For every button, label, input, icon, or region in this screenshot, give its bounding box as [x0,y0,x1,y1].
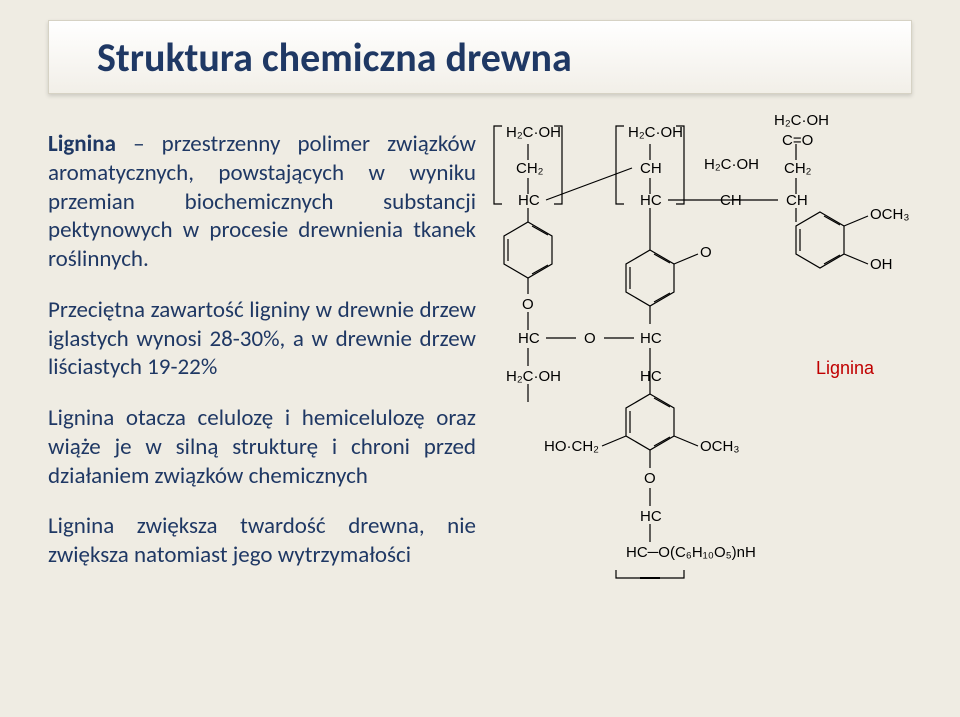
lbl-hc-oc: HC─O(C₆H₁₀O₅)nH [626,544,756,561]
lbl-h2coh-2: H₂C·OH [628,124,683,141]
lbl-ch2-1: CH₂ [516,160,544,177]
paragraph-2: Przeciętna zawartość ligniny w drewnie d… [48,296,476,382]
lbl-hc-1: HC [518,192,540,209]
lbl-hc-6: HC [640,508,662,525]
p1-lead: Lignina [48,130,116,158]
lbl-ho-ch2: HO·CH₂ [544,438,599,455]
body-text: Lignina – przestrzenny polimer związków … [48,130,476,592]
lbl-ch2-2: CH₂ [784,160,812,177]
lbl-ch-1: CH [640,160,662,177]
lbl-hc-2: HC [640,192,662,209]
lbl-o-2: O [700,244,712,261]
lignina-caption: Lignina [816,358,874,379]
paragraph-1: Lignina – przestrzenny polimer związków … [48,130,476,274]
title-box: Struktura chemiczna drewna [48,20,912,94]
lignin-structure-diagram: H₂C·OH CH₂ HC H₂C·OH CH HC H₂C·OH C=O CH… [476,112,936,692]
lbl-ch-3: CH [720,192,742,209]
lbl-o-3: O [584,330,596,347]
lbl-h2coh-1: H₂C·OH [506,124,561,141]
lbl-o-4: O [644,470,656,487]
chem-structure-svg [476,112,936,692]
lbl-hc-4: HC [640,330,662,347]
page-title: Struktura chemiczna drewna [97,33,572,82]
lbl-och3-1: OCH₃ [870,206,909,223]
lbl-hc-5: HC [640,368,662,385]
lbl-co: C=O [782,132,813,149]
lbl-h2coh-5: H₂C·OH [506,368,561,385]
lbl-ch-2: CH [786,192,808,209]
lbl-oh: OH [870,256,893,273]
lbl-h2coh-4: H₂C·OH [704,156,759,173]
paragraph-4: Lignina zwiększa twardość drewna, nie zw… [48,512,476,570]
lbl-h2coh-3: H₂C·OH [774,112,829,129]
lbl-o-1: O [522,296,534,313]
paragraph-3: Lignina otacza celulozę i hemicelulozę o… [48,404,476,490]
lbl-och3-2: OCH₃ [700,438,739,455]
lbl-hc-3: HC [518,330,540,347]
